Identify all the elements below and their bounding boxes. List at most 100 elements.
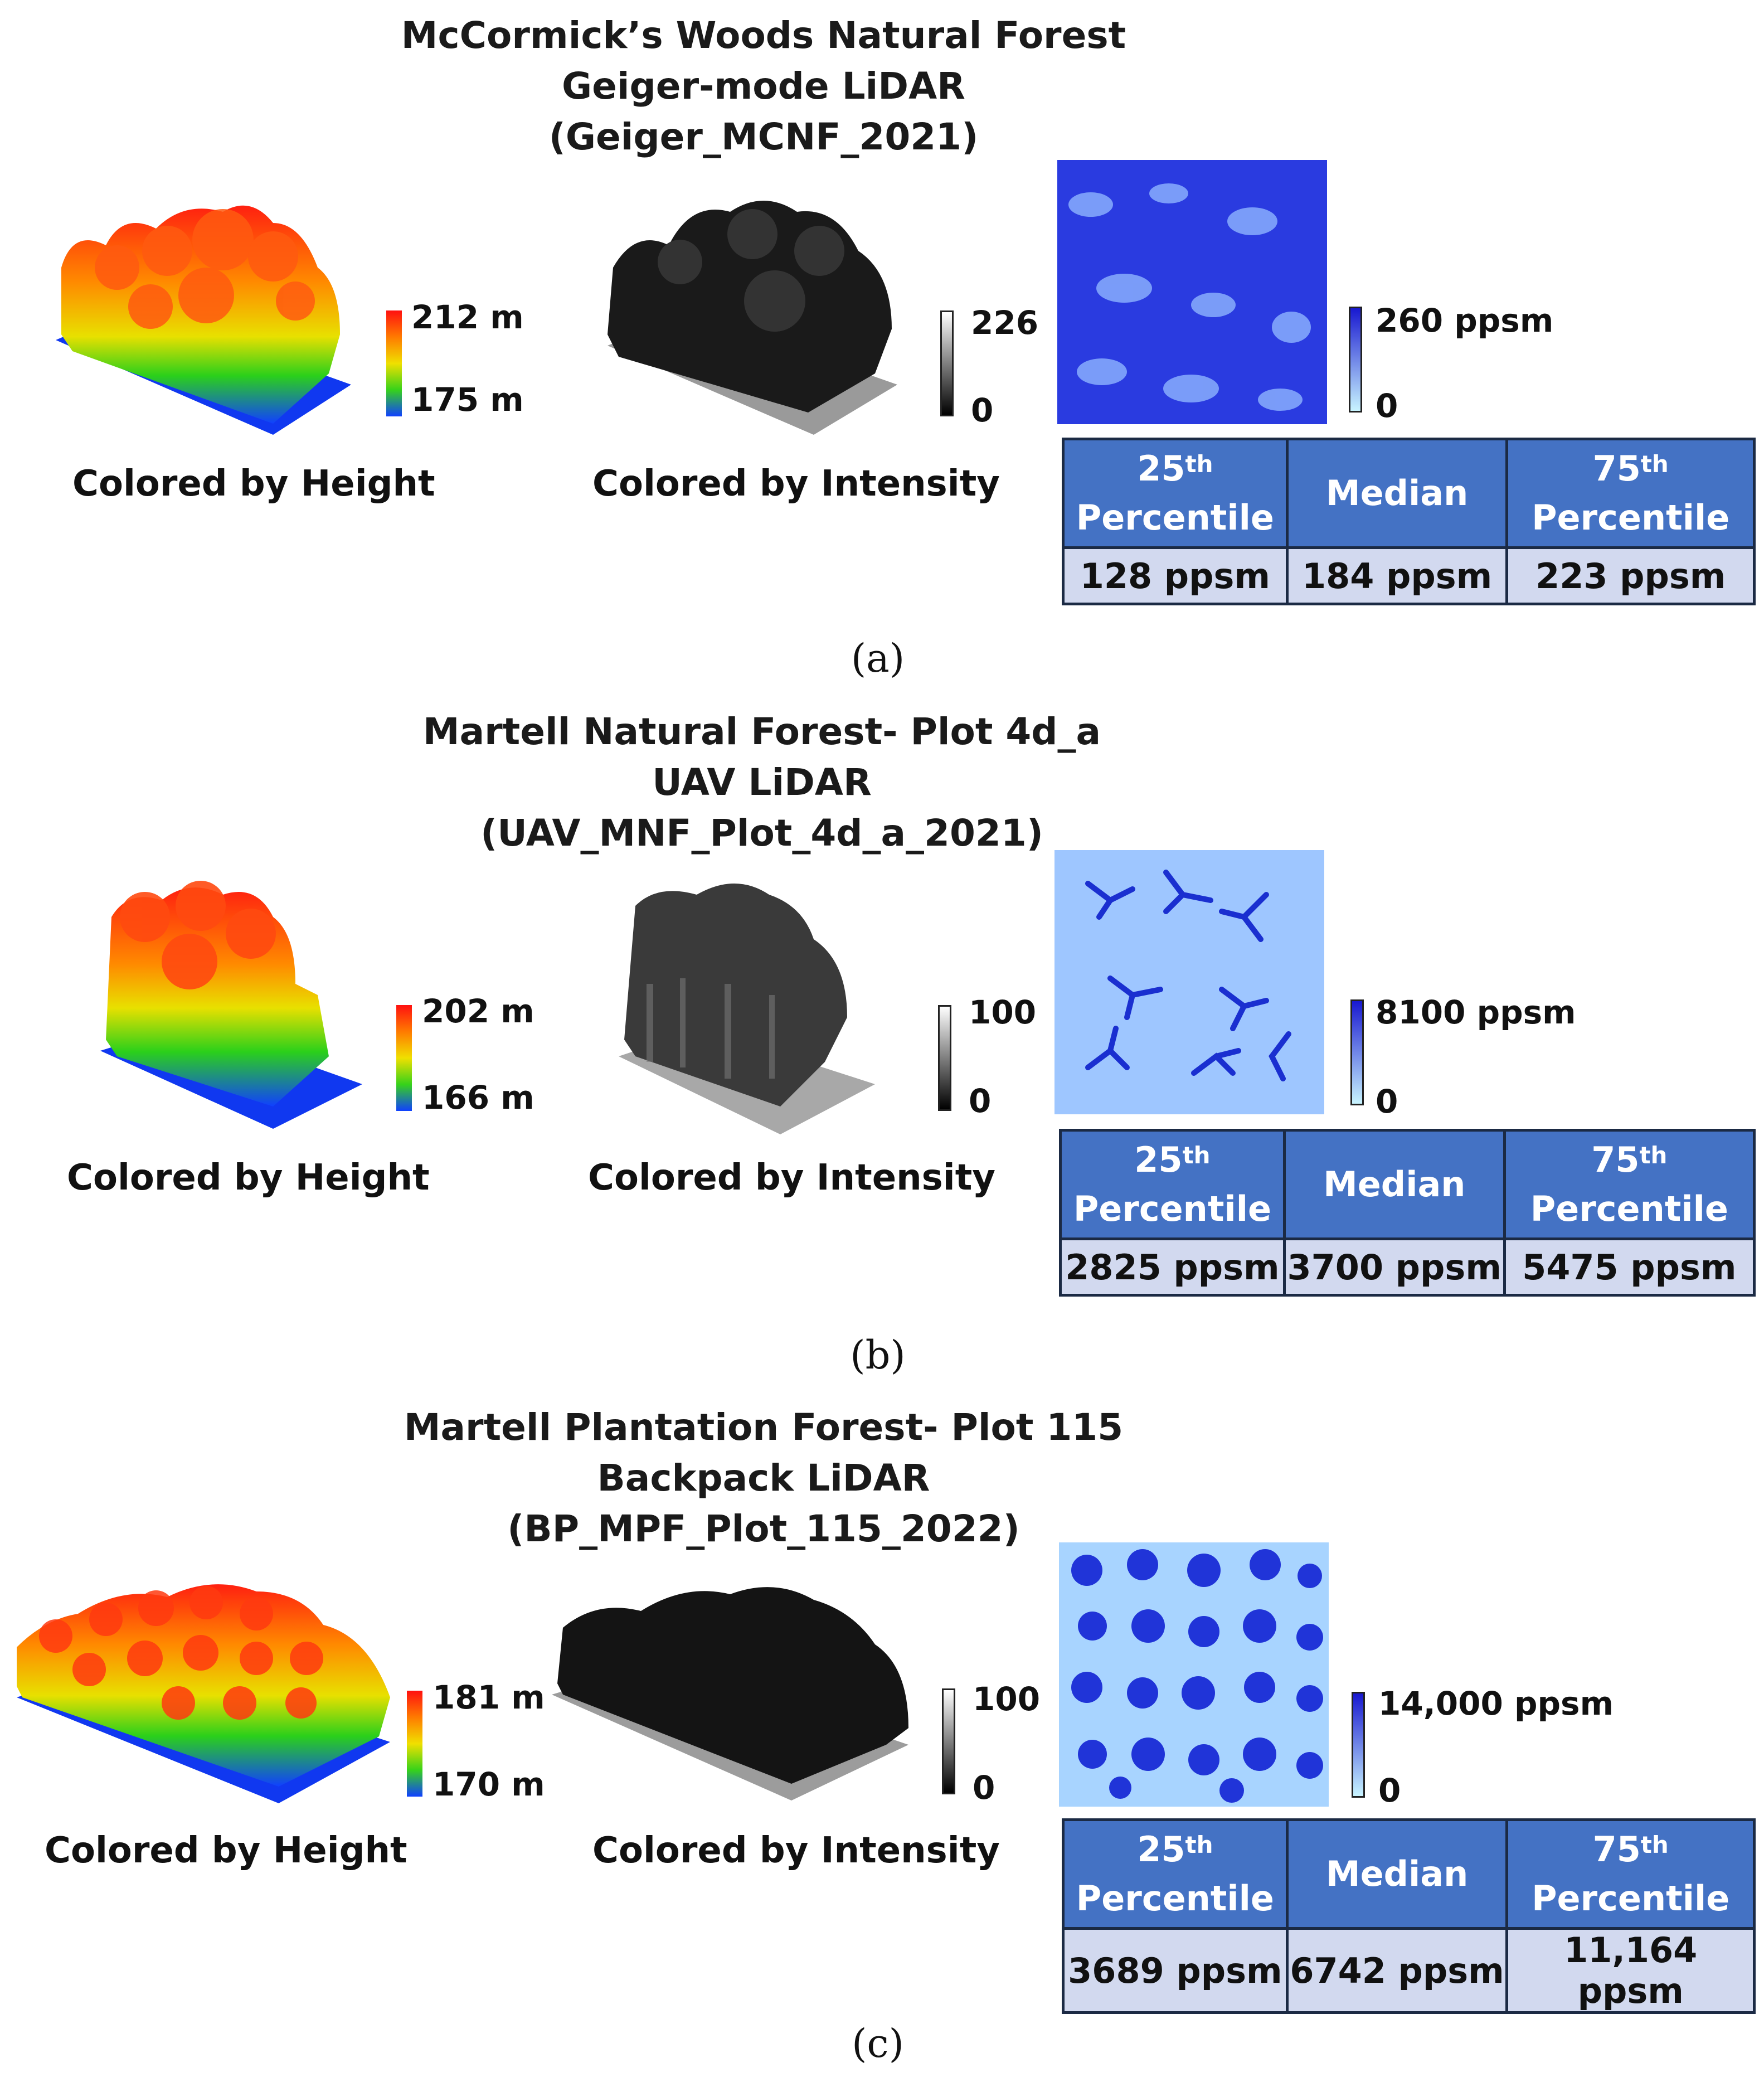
median-header: Median: [1287, 439, 1507, 548]
density-colorbar: [1352, 1692, 1365, 1798]
panel-a: McCormick’s Woods Natural Forest Geiger-…: [0, 0, 1764, 694]
title-line-3: (UAV_MNF_Plot_4d_a_2021): [372, 808, 1152, 858]
height-min-label: 170 m: [433, 1766, 545, 1803]
intensity-caption: Colored by Intensity: [588, 1156, 995, 1200]
intensity-colorbar: [940, 310, 954, 416]
height-caption: Colored by Height: [72, 462, 435, 506]
density-stats-table: 25th Percentile Median 75th Percentile 128…: [1062, 438, 1756, 605]
density-max-label: 8100 ppsm: [1376, 994, 1576, 1031]
height-caption: Colored by Height: [67, 1156, 430, 1200]
intensity-colorbar: [938, 1005, 951, 1111]
panel-c-label: (c): [822, 2021, 934, 2066]
density-colorbar: [1349, 307, 1362, 412]
intensity-point-cloud: [552, 1578, 908, 1812]
p25-word: Percentile: [1076, 497, 1274, 538]
panel-a-title: McCormick’s Woods Natural Forest Geiger-…: [373, 10, 1154, 162]
p75-word: Percentile: [1532, 1878, 1729, 1919]
p25-number: 25: [1137, 1829, 1185, 1870]
point-density-map: [1054, 850, 1324, 1114]
title-line-1: Martell Plantation Forest- Plot 115: [373, 1402, 1154, 1453]
p25-value: 3689 ppsm: [1063, 1929, 1287, 2013]
p75-value: 5475 ppsm: [1504, 1239, 1754, 1295]
stats-header-row: 25th Percentile Median 75th Percentile: [1063, 1820, 1755, 1929]
panel-b-title: Martell Natural Forest- Plot 4d_a UAV Li…: [372, 706, 1152, 858]
density-stats-table: 25th Percentile Median 75th Percentile 282…: [1059, 1129, 1756, 1297]
p25-value: 128 ppsm: [1063, 548, 1287, 604]
intensity-max-label: 100: [969, 994, 1036, 1031]
p25-sup: th: [1183, 1142, 1211, 1169]
median-value: 184 ppsm: [1287, 548, 1507, 604]
panel-b-label: (b): [822, 1332, 934, 1378]
height-point-cloud: [95, 872, 373, 1134]
p75-sup: th: [1641, 1831, 1669, 1858]
stats-value-row: 3689 ppsm 6742 ppsm 11,164 ppsm: [1063, 1929, 1755, 2013]
p75-header: 75th Percentile: [1507, 1820, 1755, 1929]
title-line-1: McCormick’s Woods Natural Forest: [373, 10, 1154, 61]
title-line-2: Backpack LiDAR: [373, 1453, 1154, 1503]
density-min-label: 0: [1378, 1772, 1401, 1809]
title-line-2: UAV LiDAR: [372, 757, 1152, 808]
p25-number: 25: [1137, 448, 1185, 489]
intensity-max-label: 226: [971, 304, 1038, 341]
height-point-cloud: [11, 1575, 396, 1814]
median-value: 3700 ppsm: [1284, 1239, 1504, 1295]
density-stats-table: 25th Percentile Median 75th Percentile 368…: [1062, 1818, 1756, 2014]
height-colorbar: [407, 1691, 422, 1797]
p25-number: 25: [1134, 1139, 1182, 1180]
p25-sup: th: [1185, 450, 1213, 478]
density-max-label: 14,000 ppsm: [1378, 1685, 1614, 1722]
p25-value: 2825 ppsm: [1061, 1239, 1285, 1295]
intensity-point-cloud: [596, 190, 914, 452]
p75-value: 223 ppsm: [1507, 548, 1755, 604]
stats-value-row: 2825 ppsm 3700 ppsm 5475 ppsm: [1061, 1239, 1755, 1295]
p25-word: Percentile: [1076, 1878, 1274, 1919]
median-header: Median: [1287, 1820, 1507, 1929]
title-line-3: (BP_MPF_Plot_115_2022): [373, 1503, 1154, 1554]
p25-sup: th: [1185, 1831, 1213, 1858]
p75-number: 75: [1593, 448, 1641, 489]
height-max-label: 202 m: [422, 993, 534, 1030]
intensity-max-label: 100: [973, 1681, 1040, 1717]
height-colorbar: [396, 1005, 412, 1111]
intensity-min-label: 0: [973, 1769, 995, 1806]
point-density-map: [1059, 1542, 1329, 1807]
intensity-point-cloud: [613, 872, 903, 1134]
p75-sup: th: [1639, 1142, 1667, 1169]
title-line-2: Geiger-mode LiDAR: [373, 61, 1154, 111]
height-min-label: 166 m: [422, 1079, 534, 1116]
p75-header: 75th Percentile: [1507, 439, 1755, 548]
height-caption: Colored by Height: [45, 1828, 407, 1873]
title-line-3: (Geiger_MCNF_2021): [373, 111, 1154, 162]
height-max-label: 212 m: [411, 299, 524, 336]
intensity-colorbar: [942, 1688, 955, 1794]
density-colorbar: [1350, 999, 1364, 1105]
panel-c: Martell Plantation Forest- Plot 115 Back…: [0, 1388, 1764, 2082]
stats-header-row: 25th Percentile Median 75th Percentile: [1061, 1130, 1755, 1239]
panel-c-title: Martell Plantation Forest- Plot 115 Back…: [373, 1402, 1154, 1554]
intensity-caption: Colored by Intensity: [592, 462, 1000, 506]
p25-header: 25th Percentile: [1063, 1820, 1287, 1929]
intensity-caption: Colored by Intensity: [592, 1828, 1000, 1873]
p75-word: Percentile: [1532, 497, 1729, 538]
panel-a-label: (a): [822, 635, 934, 681]
point-density-map: [1057, 160, 1327, 424]
p75-number: 75: [1591, 1139, 1639, 1180]
density-min-label: 0: [1376, 387, 1398, 424]
median-header: Median: [1284, 1130, 1504, 1239]
intensity-min-label: 0: [969, 1083, 991, 1119]
height-max-label: 181 m: [433, 1679, 545, 1716]
title-line-1: Martell Natural Forest- Plot 4d_a: [372, 706, 1152, 757]
p25-header: 25th Percentile: [1061, 1130, 1285, 1239]
density-min-label: 0: [1376, 1083, 1398, 1120]
height-point-cloud: [39, 190, 357, 452]
p25-word: Percentile: [1073, 1188, 1271, 1229]
density-max-label: 260 ppsm: [1376, 302, 1553, 339]
stats-value-row: 128 ppsm 184 ppsm 223 ppsm: [1063, 548, 1755, 604]
stats-header-row: 25th Percentile Median 75th Percentile: [1063, 439, 1755, 548]
p75-value: 11,164 ppsm: [1507, 1929, 1755, 2013]
panel-b: Martell Natural Forest- Plot 4d_a UAV Li…: [0, 694, 1764, 1388]
p75-header: 75th Percentile: [1504, 1130, 1754, 1239]
p25-header: 25th Percentile: [1063, 439, 1287, 548]
median-value: 6742 ppsm: [1287, 1929, 1507, 2013]
p75-number: 75: [1593, 1829, 1641, 1870]
